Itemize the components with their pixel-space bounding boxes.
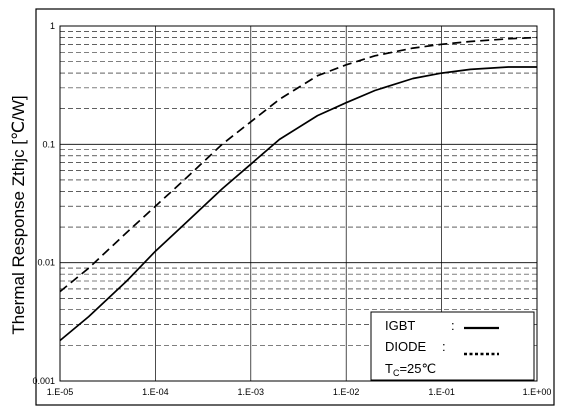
legend-sep-igbt: : [451,318,455,333]
x-tick-label: 1.E-02 [333,387,360,397]
legend-label-diode: DIODE [385,339,427,354]
y-axis-label: Thermal Response Zthjc [℃/W] [9,95,28,334]
x-tick-label: 1.E+00 [523,387,552,397]
series-layer [59,36,538,342]
x-tick-label: 1.E-05 [47,387,74,397]
outer-frame [35,8,555,406]
series-diode-line [59,36,538,293]
y-tick-label: 0.01 [37,258,55,268]
legend: IGBT : DIODE : TC=25℃ [370,311,535,381]
plot-area-frame [59,25,538,382]
y-tick-label: 0.1 [42,139,55,149]
x-tick-label: 1.E-03 [238,387,265,397]
x-tick-label: 1.E-01 [428,387,455,397]
legend-label-igbt: IGBT [385,318,415,333]
series-igbt-line [59,66,537,342]
y-tick-label: 1 [50,21,55,31]
legend-sep-diode: : [442,339,446,354]
y-tick-label: 0.001 [32,376,55,386]
x-tick-label: 1.E-04 [142,387,169,397]
legend-box [370,311,535,381]
tick-label-layer: 1.E-05 1.E-04 1.E-03 1.E-02 1.E-01 1.E+00 0.00… [32,21,551,397]
legend-condition: TC=25℃ [385,361,436,378]
